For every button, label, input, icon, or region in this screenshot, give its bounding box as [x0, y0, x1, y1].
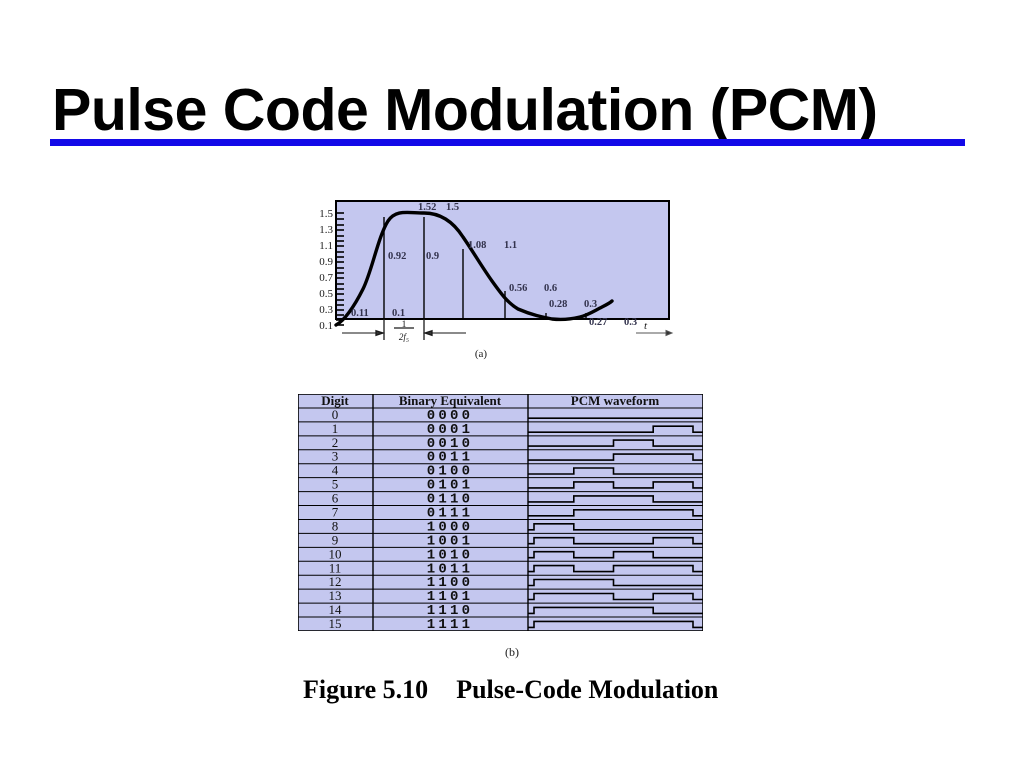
svg-text:3: 3: [332, 449, 339, 464]
svg-text:2f₅: 2f₅: [399, 332, 409, 342]
svg-text:0.1: 0.1: [392, 308, 405, 319]
svg-text:1.1: 1.1: [319, 240, 333, 252]
svg-text:1111: 1111: [427, 617, 473, 631]
svg-text:15: 15: [329, 616, 342, 631]
svg-text:0.9: 0.9: [319, 256, 333, 268]
svg-text:0: 0: [332, 407, 339, 422]
svg-text:0.3: 0.3: [584, 299, 597, 310]
svg-text:12: 12: [329, 574, 342, 589]
svg-text:Binary Equivalent: Binary Equivalent: [399, 394, 502, 408]
svg-text:(a): (a): [475, 348, 488, 360]
svg-text:0.3: 0.3: [624, 317, 637, 328]
svg-text:0.27: 0.27: [589, 317, 607, 328]
svg-text:0.3: 0.3: [319, 304, 333, 316]
svg-text:5: 5: [332, 477, 339, 492]
svg-text:1.1: 1.1: [504, 240, 517, 251]
svg-text:Digit: Digit: [321, 394, 349, 408]
svg-text:2: 2: [332, 435, 339, 450]
svg-text:10: 10: [329, 546, 342, 561]
svg-text:1: 1: [332, 421, 339, 436]
svg-text:11: 11: [329, 560, 342, 575]
svg-text:0.92: 0.92: [388, 251, 406, 262]
svg-text:0.28: 0.28: [549, 299, 567, 310]
svg-text:t: t: [644, 320, 648, 332]
svg-text:13: 13: [329, 588, 342, 603]
svg-text:14: 14: [329, 602, 343, 617]
svg-text:0.1: 0.1: [319, 320, 333, 332]
svg-text:7: 7: [332, 505, 339, 520]
svg-text:0.56: 0.56: [509, 283, 527, 294]
svg-text:1.08: 1.08: [468, 240, 486, 251]
svg-text:0.7: 0.7: [319, 272, 333, 284]
svg-text:9: 9: [332, 532, 339, 547]
svg-text:0.9: 0.9: [426, 251, 439, 262]
svg-text:1.52: 1.52: [418, 202, 436, 213]
svg-text:PCM waveform: PCM waveform: [571, 394, 660, 408]
svg-text:1.5: 1.5: [446, 202, 459, 213]
svg-text:8: 8: [332, 518, 339, 533]
svg-text:1.3: 1.3: [319, 224, 333, 236]
svg-text:1: 1: [402, 320, 407, 330]
svg-text:0.11: 0.11: [351, 308, 369, 319]
svg-text:4: 4: [332, 463, 339, 478]
svg-text:6: 6: [332, 491, 339, 506]
svg-text:1.5: 1.5: [319, 208, 333, 220]
svg-text:0.6: 0.6: [544, 283, 557, 294]
svg-text:0.5: 0.5: [319, 288, 333, 300]
